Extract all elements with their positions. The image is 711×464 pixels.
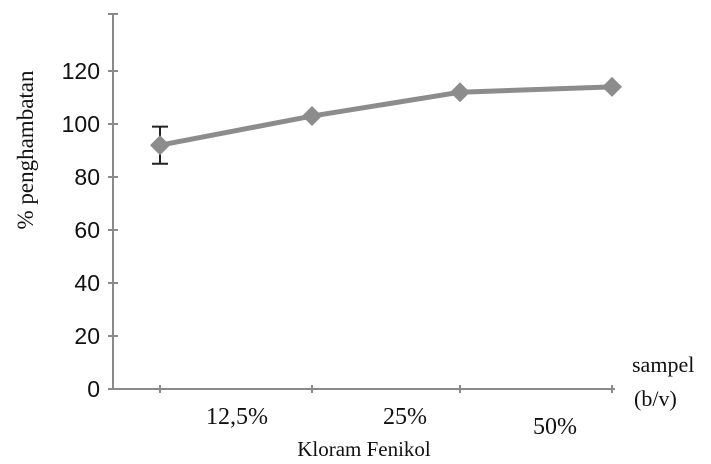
- y-ticks: 0 20 40 60 80 100 120: [62, 13, 118, 402]
- data-point: [602, 76, 622, 97]
- y-tick-label: 100: [62, 111, 100, 137]
- y-tick-label: 0: [87, 376, 100, 402]
- x-group-label: Kloram Fenikol: [297, 437, 431, 461]
- x-ticks: 12,5% 25% 50%: [159, 385, 613, 440]
- y-axis-label: % penghambatan: [13, 70, 38, 230]
- data-point: [450, 82, 470, 103]
- x-axis-label-sampel: sampel: [632, 352, 694, 377]
- y-tick-label: 60: [74, 217, 100, 243]
- y-tick-label: 80: [74, 164, 100, 190]
- x-tick-label: 25%: [383, 404, 427, 430]
- x-tick-label: 12,5%: [206, 404, 268, 430]
- x-axis-label-unit: (b/v): [634, 386, 677, 411]
- y-tick-label: 20: [74, 323, 100, 349]
- series-layer: [150, 76, 622, 165]
- data-point: [150, 135, 170, 156]
- y-tick-label: 40: [74, 270, 100, 296]
- y-tick-label: 120: [62, 58, 100, 84]
- x-tick-label: 50%: [533, 414, 577, 440]
- data-point: [302, 106, 322, 127]
- series-line: [159, 84, 613, 148]
